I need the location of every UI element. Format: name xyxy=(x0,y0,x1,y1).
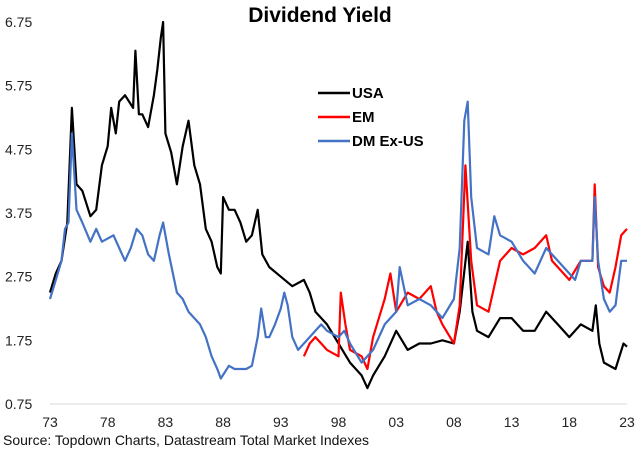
y-tick-label: 4.75 xyxy=(5,141,32,157)
legend: USA EM DM Ex-US xyxy=(318,85,424,150)
x-axis: 73 78 83 88 93 98 03 08 13 18 23 xyxy=(42,414,635,430)
x-tick-label: 73 xyxy=(42,414,58,430)
x-tick-label: 93 xyxy=(273,414,289,430)
x-tick-label: 98 xyxy=(331,414,347,430)
x-tick-label: 18 xyxy=(562,414,578,430)
y-tick-label: 6.75 xyxy=(5,14,32,30)
chart-title: Dividend Yield xyxy=(248,4,392,27)
series-line-usa xyxy=(48,20,628,390)
x-tick-label: 83 xyxy=(158,414,174,430)
y-tick-label: 0.75 xyxy=(5,396,32,412)
source-note: Source: Topdown Charts, Datastream Total… xyxy=(3,432,369,448)
plot-area xyxy=(48,20,628,390)
x-tick-label: 03 xyxy=(388,414,404,430)
x-tick-label: 88 xyxy=(215,414,231,430)
y-axis: 0.75 1.75 2.75 3.75 4.75 5.75 6.75 xyxy=(5,14,32,412)
x-tick-label: 08 xyxy=(446,414,462,430)
y-tick-label: 3.75 xyxy=(5,205,32,221)
x-tick-label: 78 xyxy=(100,414,116,430)
x-tick-label: 13 xyxy=(504,414,520,430)
y-tick-label: 2.75 xyxy=(5,269,32,285)
legend-label: EM xyxy=(352,109,375,126)
series-line-dm-ex-us xyxy=(48,100,627,380)
y-tick-label: 1.75 xyxy=(5,332,32,348)
legend-label: USA xyxy=(352,85,384,102)
x-tick-label: 23 xyxy=(619,414,635,430)
y-tick-label: 5.75 xyxy=(5,78,32,94)
legend-label: DM Ex-US xyxy=(352,133,424,150)
